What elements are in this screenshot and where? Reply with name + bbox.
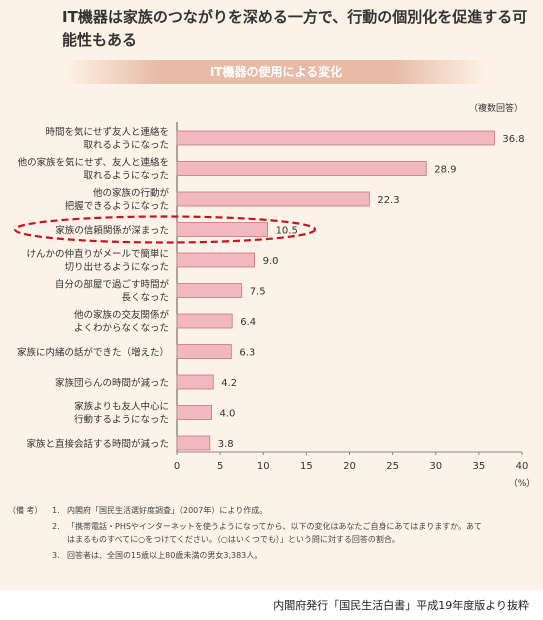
value-label: 4.2 — [221, 378, 237, 389]
value-label: 4.0 — [220, 409, 236, 420]
headline: IT機器は家族のつながりを深める一方で、行動の個別化を促進する可能性もある — [62, 8, 528, 49]
category-label: 家族よりも友人中心に — [74, 401, 169, 413]
category-label: 他の家族を気にせず、友人と連絡を — [18, 157, 169, 169]
category-label: 長くなった — [121, 293, 169, 304]
category-label: よくわからなくなった — [74, 323, 169, 334]
value-label: 7.5 — [250, 287, 266, 298]
bar — [176, 313, 233, 329]
bar — [176, 374, 214, 390]
remark-text: 回答者は、全国の15歳以上80歳未満の男女3,383人。 — [67, 551, 263, 560]
category-label: 時間を気にせず友人と連絡を — [45, 126, 169, 138]
remark-number: 3. — [52, 551, 60, 560]
remark-number: 1. — [52, 506, 60, 515]
x-tick-label: 15 — [300, 461, 313, 472]
bar — [176, 161, 427, 176]
remark-text: はまるものすべてに○をつけてください。（○はいくつでも）」という問に対する回答の… — [67, 535, 400, 544]
bar — [176, 283, 243, 298]
bar — [176, 191, 370, 207]
bar — [176, 435, 211, 451]
value-label: 3.8 — [218, 439, 234, 450]
bar — [176, 344, 232, 359]
multiple-answer-note: （複数回答） — [468, 104, 523, 114]
x-tick-label: 35 — [473, 461, 486, 472]
x-tick-label: 30 — [429, 461, 442, 472]
value-label: 6.3 — [239, 348, 255, 359]
x-unit-label: （%） — [509, 478, 536, 489]
value-label: 10.5 — [276, 226, 298, 237]
chart-panel — [0, 0, 543, 590]
source-credit: 内閣府発行「国民生活白書」平成19年度版より抜粋 — [273, 599, 529, 612]
chart-title-band: IT機器の使用による変化 — [66, 60, 486, 84]
category-label: けんかの仲直りがメールで簡単に — [26, 248, 169, 260]
category-label: 家族と直接会話する時間が減った — [26, 438, 169, 450]
x-tick-label: 10 — [257, 461, 270, 472]
category-label: 家族の信頼関係が深まった — [55, 225, 169, 237]
x-tick-label: 20 — [343, 461, 356, 472]
category-label: 家族団らんの時間が減った — [55, 377, 169, 389]
remarks-label: （備 考） — [8, 506, 43, 515]
category-label: 把握できるようになった — [65, 200, 169, 212]
category-label: 取れるようになった — [83, 140, 169, 151]
value-label: 6.4 — [240, 317, 256, 328]
x-tick-label: 0 — [174, 461, 180, 472]
bar — [176, 252, 256, 268]
category-label: 取れるようになった — [83, 171, 169, 182]
x-tick-label: 40 — [516, 461, 529, 472]
category-label: 家族に内緒の話ができた（増えた） — [17, 347, 169, 359]
highlight-ellipse — [13, 215, 317, 244]
category-label: 他の家族の交友関係が — [74, 309, 170, 321]
remark-text: 内閣府「国民生活選好度調査」（2007年）により作成。 — [67, 506, 268, 515]
category-label: 他の家族の行動が — [93, 187, 170, 199]
value-label: 28.9 — [434, 165, 456, 176]
bar — [176, 222, 268, 237]
x-tick-label: 25 — [386, 461, 399, 472]
bar — [176, 130, 495, 146]
category-label: 切り出せるようになった — [64, 261, 169, 273]
category-label: 自分の部屋で過ごす時間が — [55, 279, 170, 291]
value-label: 36.8 — [502, 134, 524, 145]
bar — [176, 405, 212, 420]
value-label: 22.3 — [377, 195, 399, 206]
chart-title: IT機器の使用による変化 — [209, 65, 343, 79]
value-label: 9.0 — [263, 256, 279, 267]
x-tick-label: 5 — [217, 461, 223, 472]
remark-number: 2. — [52, 522, 60, 531]
category-label: 行動するようになった — [74, 414, 169, 426]
remark-text: 「携帯電話・PHSやインターネットを使うようになってから、以下の変化はあなたご自… — [67, 522, 482, 531]
